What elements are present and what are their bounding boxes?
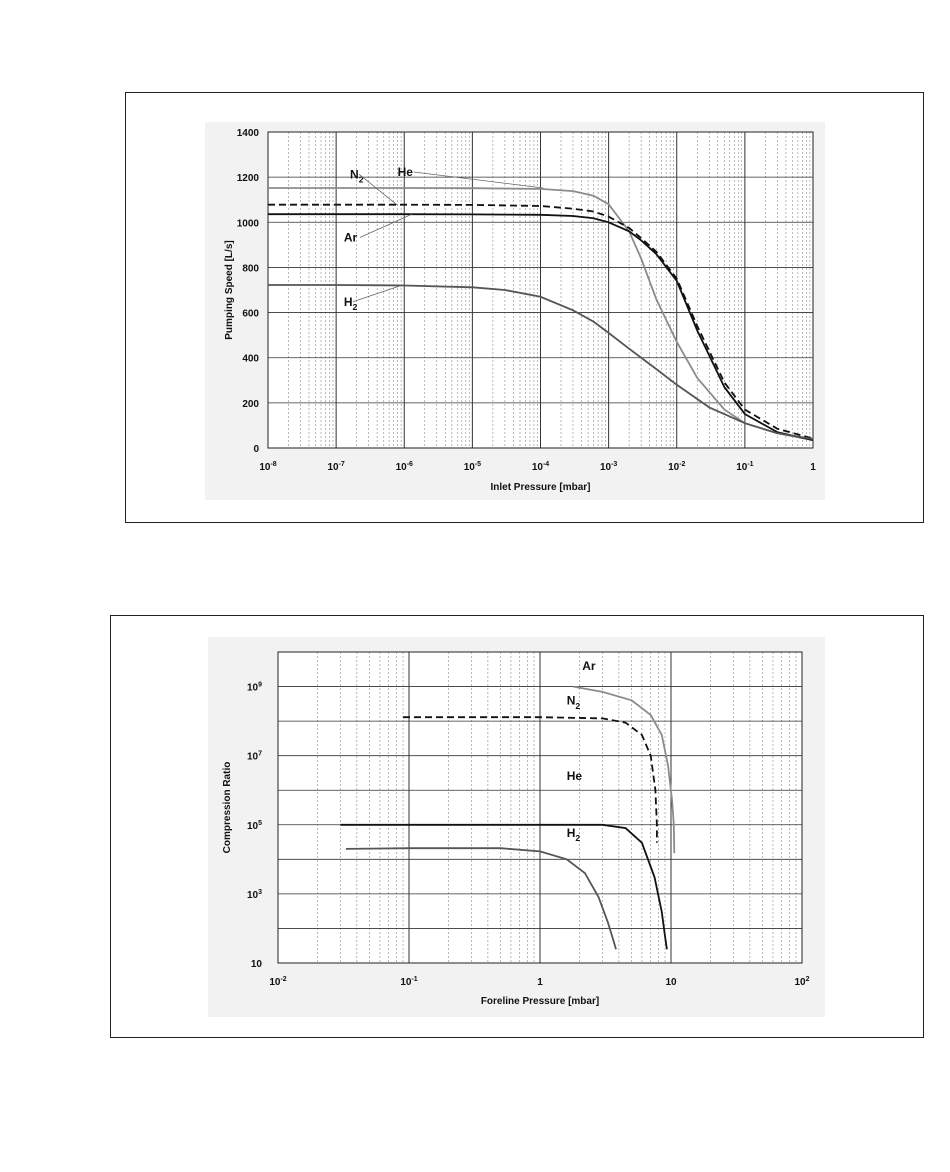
series-line-n2 — [403, 716, 658, 843]
x-tick-label-2: 1 — [537, 977, 543, 988]
x-axis-label: Foreline Pressure [mbar] — [481, 996, 599, 1007]
series-label-ar: Ar — [582, 659, 596, 673]
x-tick-label-2: 10-6 — [396, 461, 413, 473]
series-label-n2: N2 — [567, 694, 581, 711]
y-axis-label: Pumping Speed [L/s] — [224, 240, 235, 339]
y-tick-label-3: 600 — [242, 309, 259, 320]
series-label-leader — [358, 173, 398, 206]
y-tick-label-4: 109 — [247, 682, 262, 694]
series-line-ar — [268, 213, 814, 441]
y-tick-label-3: 107 — [247, 751, 262, 763]
series-line-he — [340, 823, 668, 950]
y-axis-label: Compression Ratio — [222, 762, 233, 854]
series-label-h2: H2 — [344, 295, 358, 312]
x-tick-label-8: 1 — [810, 462, 816, 473]
y-tick-label-0: 10 — [251, 959, 263, 970]
x-tick-label-3: 10-5 — [464, 461, 481, 473]
x-tick-label-7: 10-1 — [736, 461, 753, 473]
x-tick-label-6: 10-2 — [668, 461, 685, 473]
y-tick-label-2: 105 — [247, 820, 262, 832]
x-tick-label-1: 10-7 — [327, 461, 344, 473]
series-line-n2 — [268, 203, 814, 440]
series-line-he — [268, 187, 814, 441]
series-label-leader — [352, 285, 402, 303]
x-tick-label-5: 10-3 — [600, 461, 617, 473]
x-tick-label-4: 102 — [794, 976, 809, 988]
y-tick-label-6: 1200 — [237, 173, 260, 184]
x-axis-label: Inlet Pressure [mbar] — [490, 482, 590, 493]
series-line-h2 — [268, 284, 814, 440]
series-label-h2: H2 — [567, 826, 581, 843]
y-tick-label-5: 1000 — [237, 218, 260, 229]
series-label-leader — [413, 171, 544, 189]
x-tick-label-0: 10-8 — [259, 461, 276, 473]
x-tick-label-1: 10-1 — [400, 976, 417, 988]
x-tick-label-3: 10 — [665, 977, 677, 988]
x-tick-label-0: 10-2 — [269, 976, 286, 988]
x-tick-label-4: 10-4 — [532, 461, 549, 473]
plot-border — [277, 651, 803, 964]
series-label-he: He — [567, 769, 583, 783]
series-label-n2: N2 — [350, 167, 364, 184]
y-tick-label-4: 800 — [242, 263, 259, 274]
y-tick-label-2: 400 — [242, 354, 259, 365]
series-line-h2 — [345, 847, 617, 950]
series-label-leader — [359, 213, 413, 238]
series-line-ar — [573, 685, 676, 854]
series-label-ar: Ar — [344, 230, 358, 244]
plot-border — [267, 131, 814, 449]
y-tick-label-7: 1400 — [237, 128, 260, 139]
y-tick-label-1: 103 — [247, 889, 262, 901]
series-label-he: He — [398, 165, 414, 179]
y-tick-label-0: 0 — [253, 444, 259, 455]
y-tick-label-1: 200 — [242, 399, 259, 410]
